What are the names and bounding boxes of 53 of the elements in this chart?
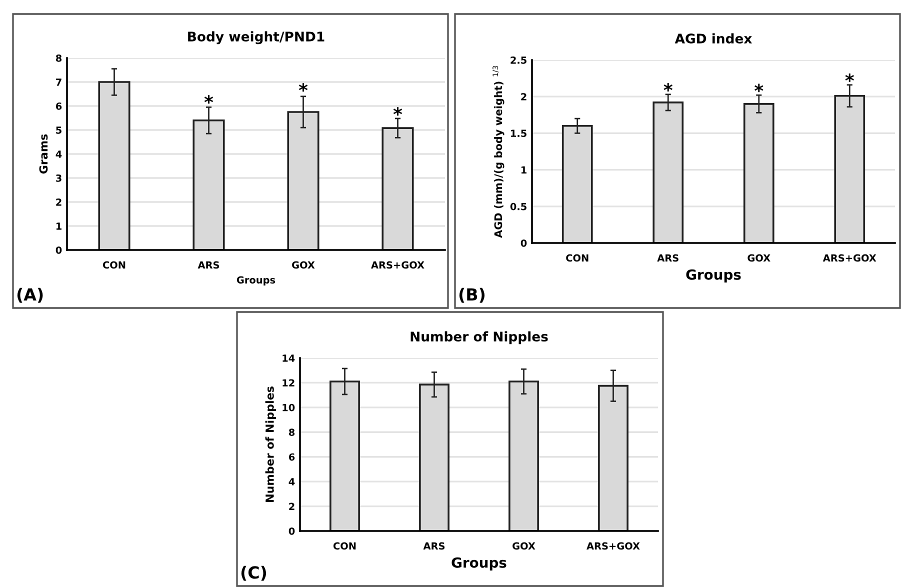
y-tick-label: 6 (288, 453, 295, 461)
y-tick-label: 0.5 (510, 202, 526, 210)
annotation: * (393, 107, 402, 116)
text: (C) (241, 566, 266, 581)
y-tick-label: 10 (282, 404, 295, 412)
x-axis-title: Groups (686, 269, 741, 283)
annotation: * (298, 83, 308, 92)
y-axis-title: Number of Nipples (265, 386, 276, 502)
x-tick-label: ARS (423, 542, 445, 550)
annotation: * (204, 95, 214, 104)
x-tick-label: ARS (198, 261, 220, 269)
y-tick-label: 1 (521, 166, 526, 174)
y-tick-label: 3 (56, 174, 62, 182)
y-tick-label: 4 (56, 150, 62, 158)
chart-title: AGD index (674, 33, 752, 44)
x-tick-label: ARS+GOX (586, 542, 640, 550)
y-tick-label: 4 (288, 478, 295, 486)
y-tick-label: 0 (520, 239, 527, 247)
x-tick-label: CON (333, 542, 356, 550)
y-axis-title: AGD (mm)/(g body weight) $^{1/3}$ (492, 66, 504, 238)
annotation: * (664, 83, 672, 92)
x-axis-title: Groups (236, 276, 276, 286)
y-tick-label: 0 (288, 527, 295, 535)
text: (A) (17, 288, 43, 303)
y-tick-label: 6 (56, 102, 62, 110)
y-tick-label: 14 (282, 354, 295, 362)
annotation: * (754, 84, 764, 92)
x-tick-label: GOX (748, 254, 770, 262)
y-tick-label: 2 (56, 198, 62, 206)
y-tick-label: 7 (56, 78, 62, 86)
chart-title: Number of Nipples (410, 331, 548, 344)
y-tick-label: 2 (289, 502, 294, 510)
y-tick-label: 8 (56, 54, 62, 62)
x-tick-label: ARS (657, 254, 678, 262)
x-tick-label: ARS+GOX (822, 254, 876, 262)
text: (B) (459, 288, 485, 303)
y-tick-label: 2.5 (510, 56, 526, 64)
chart-title: Body weight/PND1 (188, 31, 324, 44)
x-tick-label: GOX (292, 261, 315, 269)
x-axis-title: Groups (452, 557, 506, 571)
y-tick-label: 5 (56, 126, 62, 134)
x-tick-label: ARS+GOX (371, 261, 424, 269)
y-axis-title: Grams (39, 134, 48, 174)
y-tick-label: 2 (521, 93, 526, 100)
y-tick-label: 1.5 (511, 130, 526, 138)
x-tick-label: CON (102, 261, 126, 269)
y-tick-label: 12 (282, 379, 294, 386)
y-tick-label: 1 (56, 222, 62, 230)
x-tick-label: CON (566, 254, 588, 262)
y-tick-label: 8 (288, 428, 295, 436)
x-tick-label: GOX (512, 542, 536, 550)
annotation: * (845, 74, 854, 82)
y-tick-label: 0 (56, 246, 62, 254)
